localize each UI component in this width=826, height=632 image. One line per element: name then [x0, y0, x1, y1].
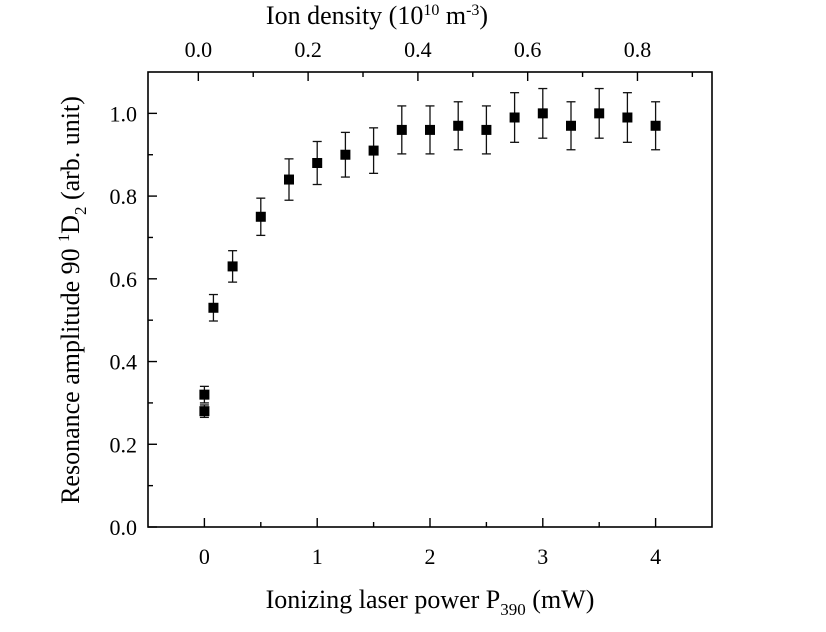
y-axis-title: Resonance amplitude 90 1D2 (arb. unit) — [56, 96, 90, 504]
data-point — [208, 293, 219, 322]
y-tick-label: 1.0 — [110, 101, 138, 126]
top-tick-label: 0.8 — [624, 37, 652, 62]
square-marker — [650, 120, 661, 131]
square-marker — [199, 389, 210, 400]
data-point — [453, 101, 464, 151]
square-marker — [340, 149, 351, 160]
square-marker — [312, 158, 323, 168]
square-marker — [537, 108, 548, 119]
y-tick-label: 0.8 — [110, 184, 138, 209]
top-tick-label: 0.2 — [294, 37, 322, 62]
data-point — [650, 101, 661, 151]
data-point — [255, 197, 266, 237]
data-point — [284, 158, 294, 201]
square-marker — [199, 406, 210, 417]
data-point — [425, 105, 435, 155]
top-tick-label: 0.4 — [404, 37, 432, 62]
data-point — [481, 105, 492, 155]
y-tick-label: 0.6 — [110, 267, 138, 292]
square-marker — [622, 112, 633, 123]
square-marker — [255, 211, 266, 222]
data-point — [340, 131, 351, 178]
axis-ticks — [148, 72, 694, 528]
square-marker — [284, 174, 294, 185]
square-marker — [594, 108, 605, 119]
x-tick-label: 2 — [425, 544, 436, 569]
x-tick-label: 3 — [537, 544, 548, 569]
data-point — [368, 127, 379, 174]
data-point — [537, 87, 548, 139]
data-point — [199, 385, 210, 404]
top-tick-label: 0.0 — [185, 37, 213, 62]
square-marker — [566, 120, 576, 131]
top-tick-label: 0.6 — [514, 37, 542, 62]
square-marker — [425, 124, 435, 135]
square-marker — [227, 261, 238, 272]
x-tick-label: 0 — [199, 544, 210, 569]
x-tick-label: 1 — [312, 544, 323, 569]
square-marker — [509, 112, 520, 123]
x-tick-label: 4 — [650, 544, 661, 569]
data-point — [622, 92, 633, 143]
data-point — [312, 140, 323, 186]
top-axis-title: Ion density (1010 m-3) — [266, 1, 488, 30]
data-point — [199, 404, 210, 419]
data-points — [199, 87, 661, 419]
y-tick-label: 0.0 — [110, 515, 138, 540]
tick-labels: 0 1 2 3 4 0.0 0.2 0.4 0.6 0.8 1.0 0.0 0.2 0.4 0.6 0.8 — [110, 37, 662, 569]
data-point — [509, 92, 520, 143]
y-tick-label: 0.4 — [110, 350, 138, 375]
x-axis-title: Ionizing laser power P390 (mW) — [266, 585, 595, 619]
square-marker — [396, 124, 407, 135]
square-marker — [208, 302, 219, 313]
data-point — [227, 250, 238, 283]
data-point — [566, 101, 576, 151]
square-marker — [368, 145, 379, 156]
data-point — [594, 87, 605, 139]
square-marker — [481, 124, 492, 135]
data-point — [396, 105, 407, 155]
y-tick-label: 0.2 — [110, 432, 138, 457]
square-marker — [453, 120, 464, 131]
